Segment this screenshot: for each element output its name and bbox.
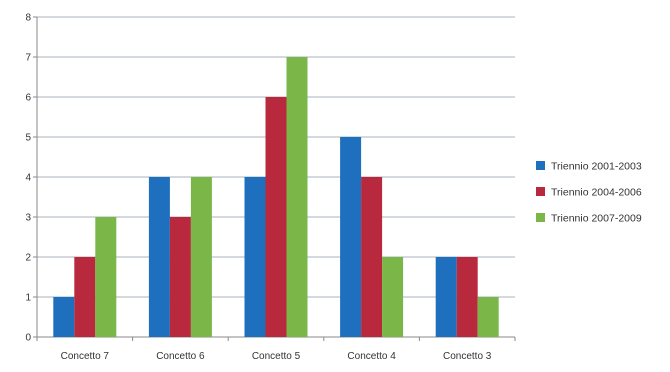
- bars: [53, 57, 499, 337]
- y-tick-label: 7: [25, 53, 31, 64]
- y-tick-label: 5: [25, 133, 31, 144]
- legend-swatch: [536, 187, 545, 196]
- legend-swatch: [536, 213, 545, 222]
- y-tick-labels: 0 1 2 3 4 5 6 7 8: [25, 13, 31, 344]
- x-category-label: Concetto 5: [252, 351, 301, 362]
- x-category-label: Concetto 4: [347, 351, 396, 362]
- legend-label: Triennio 2004-2006: [551, 187, 642, 199]
- y-tick-label: 1: [25, 293, 31, 304]
- bar: [74, 257, 96, 337]
- legend-label: Triennio 2007-2009: [551, 213, 642, 225]
- bar: [382, 257, 404, 337]
- bar: [53, 297, 75, 337]
- x-category-label: Concetto 6: [156, 351, 205, 362]
- bar: [477, 297, 499, 337]
- bar: [190, 177, 212, 337]
- bar: [361, 177, 383, 337]
- bar: [148, 177, 170, 337]
- bar: [169, 217, 191, 337]
- bar: [95, 217, 117, 337]
- x-category-label: Concetto 7: [61, 351, 110, 362]
- x-category-labels: Concetto 7 Concetto 6 Concetto 5 Concetto 4…: [61, 351, 492, 362]
- bar: [456, 257, 478, 337]
- y-tick-label: 2: [25, 253, 31, 264]
- y-tick-label: 4: [25, 173, 31, 184]
- x-category-label: Concetto 3: [443, 351, 492, 362]
- bar: [265, 97, 287, 337]
- bar: [286, 57, 308, 337]
- y-tick-label: 8: [25, 13, 31, 24]
- legend-label: Triennio 2001-2003: [551, 161, 642, 173]
- legend-swatch: [536, 161, 545, 170]
- bar: [435, 257, 457, 337]
- y-tick-label: 0: [25, 333, 31, 344]
- bar: [244, 177, 266, 337]
- y-tick-label: 6: [25, 93, 31, 104]
- y-tick-label: 3: [25, 213, 31, 224]
- legend: Triennio 2001-2003 Triennio 2004-2006 Trie…: [536, 161, 642, 225]
- bar: [340, 137, 362, 337]
